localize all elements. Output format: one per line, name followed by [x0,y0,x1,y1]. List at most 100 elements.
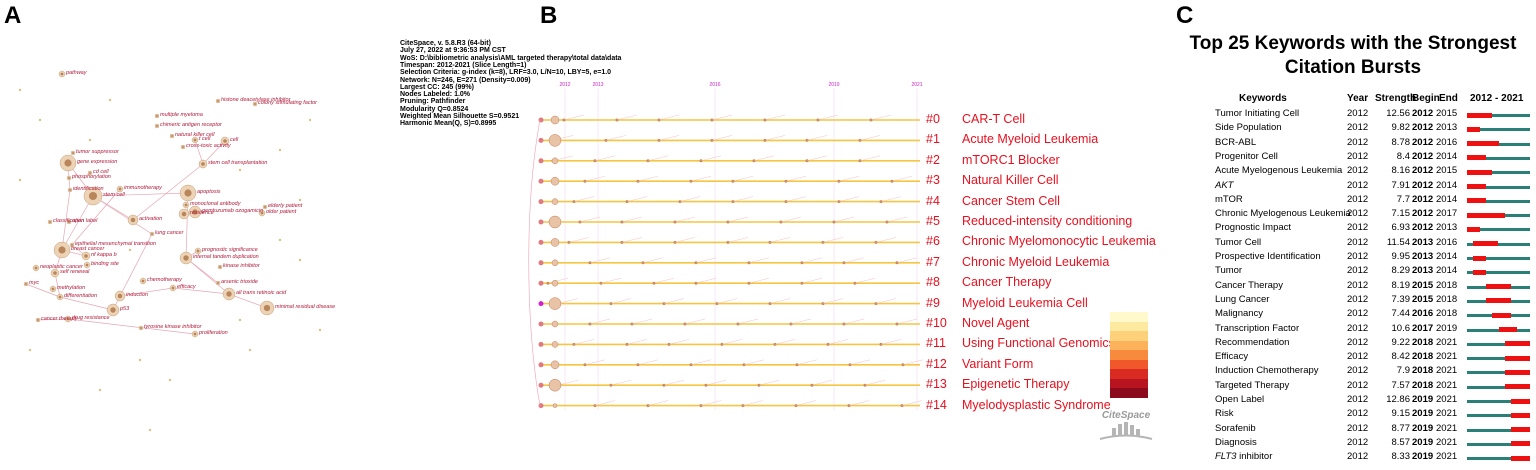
cluster-id: #13 [926,377,947,392]
timeline-link [679,196,701,202]
timeline-origin-node [538,301,544,307]
network-node-core [34,266,38,270]
burst-keyword: BCR-ABL [1215,136,1257,148]
timeline-link [621,216,643,223]
network-node-core [184,189,192,197]
network-minor-node [238,168,242,172]
cluster-label: #5 Reduced-intensity conditioning [926,214,1132,228]
network-minor-node [148,428,152,432]
burst-row: Lung Cancer 2012 7.39 2015 2018 [1170,294,1536,308]
cluster-label: #13 Epigenetic Therapy [926,377,1069,391]
burst-keyword: Tumor Cell [1215,236,1262,248]
burst-row: Efficacy 2012 8.42 2018 2021 [1170,351,1536,365]
burst-segment [1467,212,1505,218]
cluster-name: Natural Killer Cell [962,173,1059,188]
burst-segment [1485,284,1512,290]
burst-row: Sorafenib 2012 8.77 2019 2021 [1170,423,1536,437]
timeline-link [732,196,754,202]
network-edge [119,287,174,297]
timeline-link [690,359,712,365]
burst-row: Risk 2012 9.15 2019 2021 [1170,408,1536,422]
burst-keyword: Open Label [1215,394,1265,405]
burst-begin: 2013 [1412,251,1434,262]
burst-end: 2021 [1436,336,1458,348]
timeline-link [700,155,722,161]
network-node-core [118,187,122,191]
burst-timeline-bar [1467,255,1530,261]
burst-year: 2012 [1347,451,1369,463]
burst-segment [1504,355,1530,361]
timeline-link [880,196,902,202]
burst-strength: 7.57 [1391,379,1411,391]
cluster-name: Epigenetic Therapy [962,377,1070,392]
burst-keyword: mTOR [1215,193,1243,205]
burst-end: 2021 [1436,365,1458,377]
citespace-info-block: CiteSpace, v. 5.8.R3 (64-bit) July 27, 20… [400,40,700,130]
burst-timeline-bar [1467,269,1530,275]
timeline-hub-node [551,279,559,287]
network-node-core [193,138,197,142]
timeline-link [647,400,669,406]
col-header-begin: Begin [1412,93,1440,104]
timeline-link [637,176,659,182]
burst-row: Diagnosis 2012 8.57 2019 2021 [1170,437,1536,451]
network-keyword-label: gene expression [77,159,118,165]
burst-year: 2012 [1347,193,1369,205]
timeline-hub-node [550,238,560,247]
timeline-link [610,380,632,386]
burst-end: 2021 [1436,451,1458,463]
burst-year: 2012 [1347,265,1369,277]
cluster-id: #5 [926,214,940,228]
burst-end: 2013 [1436,122,1458,134]
cluster-name: Myelodysplastic Syndrome [962,397,1111,412]
network-keyword-label: cell [230,137,239,143]
network-node-core [71,244,73,246]
burst-timeline-bar [1467,184,1530,189]
network-keyword-label: minimal residual disease [275,304,336,310]
timeline-link [817,114,839,121]
network-node-core [171,135,173,137]
year-tick-label: 2013 [592,82,603,88]
timeline-hub-node [550,360,560,370]
network-keyword-label: stem cell transplantation [208,160,268,166]
timeline-link [859,135,881,141]
info-line: Nodes Labeled: 1.0% [400,91,471,99]
burst-timeline-bar [1467,455,1530,461]
timeline-link [727,237,749,243]
cluster-name: Cancer Therapy [962,275,1052,290]
timeline-link [822,237,844,243]
cluster-name: Acute Myeloid Leukemia [962,132,1099,147]
timeline-link [563,114,585,121]
burst-timeline-bar [1467,241,1530,247]
burst-begin: 2018 [1412,379,1434,391]
timeline-link [711,135,733,141]
network-node-core [68,221,70,223]
burst-keyword: Cancer Therapy [1215,279,1283,291]
timeline-link [790,318,812,325]
burst-timeline-bar [1467,369,1530,375]
cluster-label: #0 CAR-T Cell [926,112,1025,126]
timeline-link [589,318,611,325]
burst-strength: 7.91 [1391,179,1411,191]
timeline-link [796,359,818,365]
network-edge [172,287,230,295]
network-keyword-label: histone deacetylase inhibitor [221,97,291,103]
burst-timeline-bar [1467,355,1530,361]
network-node-core [263,304,271,312]
network-keyword-label: differentiation [64,293,98,299]
network-edge [71,188,121,246]
network-node-core [69,189,71,191]
timeline-link [732,176,754,182]
burst-year: 2012 [1347,351,1369,363]
timeline-link [690,176,712,182]
burst-begin: 2012 [1412,179,1434,191]
network-keyword-label: methylation [57,285,86,291]
burst-timeline-bar [1467,169,1530,175]
burst-strength: 7.44 [1391,308,1411,320]
timeline-link [806,135,828,141]
cluster-id: #10 [926,316,947,330]
timeline-hub-node [550,115,560,125]
network-keyword-label: chimeric antigen receptor [160,122,222,128]
burst-segment [1492,312,1512,318]
network-keyword-label: self renewal [60,269,90,275]
